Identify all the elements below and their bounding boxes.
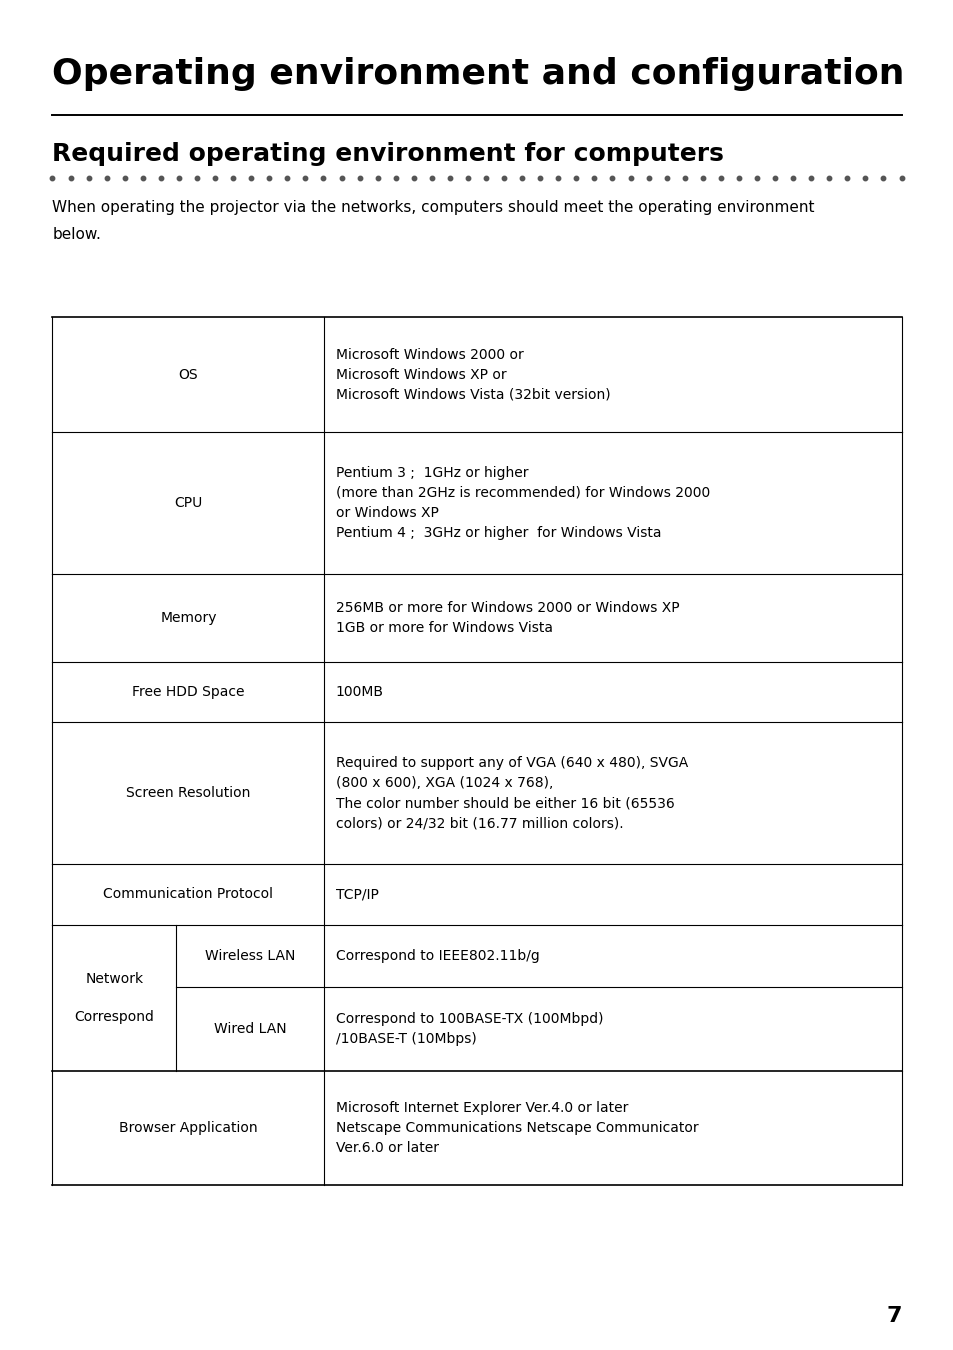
Text: OS: OS [178,367,198,382]
Text: Correspond: Correspond [74,1010,154,1023]
Text: Free HDD Space: Free HDD Space [132,684,244,699]
Text: TCP/IP: TCP/IP [335,887,378,902]
Text: Screen Resolution: Screen Resolution [126,786,251,801]
Text: Microsoft Windows 2000 or
Microsoft Windows XP or
Microsoft Windows Vista (32bit: Microsoft Windows 2000 or Microsoft Wind… [335,347,610,402]
Text: Network: Network [86,972,143,986]
Text: Correspond to 100BASE-TX (100Mbpd)
/10BASE-T (10Mbps): Correspond to 100BASE-TX (100Mbpd) /10BA… [335,1011,602,1046]
Text: Memory: Memory [160,610,216,625]
Text: Wireless LAN: Wireless LAN [205,949,295,963]
Text: Required to support any of VGA (640 x 480), SVGA
(800 x 600), XGA (1024 x 768),
: Required to support any of VGA (640 x 48… [335,756,687,830]
Text: Required operating environment for computers: Required operating environment for compu… [52,142,723,166]
Text: When operating the projector via the networks, computers should meet the operati: When operating the projector via the net… [52,200,814,215]
Text: below.: below. [52,227,101,242]
Text: Pentium 3 ;  1GHz or higher
(more than 2GHz is recommended) for Windows 2000
or : Pentium 3 ; 1GHz or higher (more than 2G… [335,466,709,540]
Text: 100MB: 100MB [335,684,383,699]
Text: 256MB or more for Windows 2000 or Windows XP
1GB or more for Windows Vista: 256MB or more for Windows 2000 or Window… [335,601,679,634]
Text: Operating environment and configuration: Operating environment and configuration [52,57,904,90]
Text: Browser Application: Browser Application [119,1120,257,1135]
Text: Microsoft Internet Explorer Ver.4.0 or later
Netscape Communications Netscape Co: Microsoft Internet Explorer Ver.4.0 or l… [335,1100,698,1156]
Text: CPU: CPU [174,495,202,510]
Text: Communication Protocol: Communication Protocol [103,887,274,902]
Text: Wired LAN: Wired LAN [213,1022,287,1035]
Text: Correspond to IEEE802.11b/g: Correspond to IEEE802.11b/g [335,949,539,963]
Text: 7: 7 [885,1305,901,1326]
